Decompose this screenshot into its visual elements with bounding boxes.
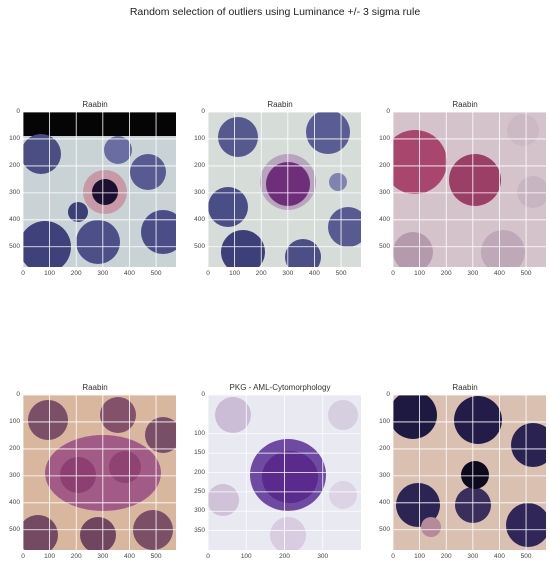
x-tick-label: 200 (279, 553, 290, 560)
y-tick-label: 0 (201, 108, 205, 115)
x-tick-label: 100 (229, 270, 241, 277)
y-tick-label: 100 (379, 417, 390, 425)
x-tick-label: 500 (520, 270, 532, 277)
x-tick-label: 0 (21, 553, 25, 560)
y-tick-label: 300 (379, 471, 390, 479)
x-tick-label: 200 (70, 553, 82, 560)
x-tick-label: 200 (440, 553, 452, 560)
y-tick-label: 200 (194, 468, 205, 476)
x-tick-label: 400 (493, 270, 505, 277)
y-tick-label: 300 (379, 188, 390, 196)
image-panel-4: Raabin 0 100 200 300 400 500 0 100 200 300 400 500 (0, 383, 190, 573)
y-tick-label: 200 (379, 444, 390, 452)
microscopy-image (23, 112, 176, 267)
y-tick-label: 400 (379, 498, 390, 506)
y-tick-label: 400 (379, 215, 390, 223)
y-tick-label: 0 (16, 391, 20, 398)
x-tick-label: 300 (97, 553, 109, 560)
microscopy-image (393, 112, 546, 267)
x-tick-label: 0 (391, 270, 395, 277)
y-tick-label: 100 (379, 134, 390, 142)
y-tick-label: 100 (194, 134, 205, 142)
y-tick-label: 0 (201, 391, 205, 398)
y-tick-label: 0 (386, 391, 390, 398)
x-tick-label: 100 (240, 553, 252, 560)
y-tick-label: 300 (9, 188, 20, 196)
y-tick-label: 400 (9, 498, 20, 506)
x-tick-label: 500 (150, 553, 162, 560)
x-tick-label: 500 (520, 553, 532, 560)
x-tick-label: 400 (493, 553, 505, 560)
y-tick-label: 100 (194, 429, 205, 437)
y-tick-label: 400 (9, 215, 20, 223)
panel-title: Raabin (452, 100, 478, 109)
panel-title: Raabin (82, 383, 108, 392)
x-tick-label: 0 (391, 553, 395, 560)
y-tick-label: 200 (379, 161, 390, 169)
x-tick-label: 100 (44, 553, 56, 560)
y-tick-label: 350 (194, 526, 205, 534)
y-tick-label: 300 (194, 507, 205, 515)
image-panel-6: Raabin 0 100 200 300 400 500 0 100 200 300 400 500 (370, 383, 550, 573)
x-tick-label: 400 (123, 553, 135, 560)
y-tick-label: 300 (9, 471, 20, 479)
y-tick-label: 500 (379, 525, 390, 533)
image-panel-3: Raabin 0 100 200 300 400 500 0 100 200 300 400 500 (370, 100, 550, 290)
x-tick-label: 200 (70, 270, 82, 277)
y-tick-label: 0 (386, 108, 390, 115)
x-tick-label: 500 (335, 270, 347, 277)
y-tick-label: 150 (194, 449, 205, 457)
y-tick-label: 500 (9, 525, 20, 533)
x-tick-label: 0 (206, 553, 210, 560)
x-tick-label: 400 (123, 270, 135, 277)
y-tick-label: 100 (9, 417, 20, 425)
image-panel-2: Raabin 0 100 200 300 400 500 0 100 200 300 400 500 (185, 100, 375, 290)
x-tick-label: 200 (440, 270, 452, 277)
microscopy-image (208, 112, 361, 267)
x-tick-label: 100 (414, 270, 426, 277)
x-tick-label: 0 (206, 270, 210, 277)
x-tick-label: 400 (308, 270, 320, 277)
panel-title: Raabin (452, 383, 478, 392)
x-tick-label: 300 (282, 270, 294, 277)
y-tick-label: 400 (194, 215, 205, 223)
panel-title: PKG - AML-Cytomorphology (229, 383, 331, 392)
microscopy-image (23, 395, 176, 550)
image-panel-5: PKG - AML-Cytomorphology 0 100 200 300 0 100 1… (185, 383, 375, 573)
x-tick-label: 300 (467, 270, 479, 277)
y-tick-label: 0 (16, 108, 20, 115)
y-tick-label: 200 (9, 161, 20, 169)
y-tick-label: 250 (194, 487, 205, 495)
x-tick-label: 100 (414, 553, 426, 560)
microscopy-image (208, 395, 361, 550)
y-tick-label: 500 (9, 242, 20, 250)
microscopy-image (393, 395, 546, 550)
panel-title: Raabin (82, 100, 108, 109)
figure-title: Random selection of outliers using Lumin… (129, 6, 421, 18)
image-panel-1: Raabin 0 100 200 300 400 500 0 100 200 300 400 500 (0, 100, 190, 290)
x-tick-label: 500 (150, 270, 162, 277)
y-tick-label: 300 (194, 188, 205, 196)
x-tick-label: 100 (44, 270, 56, 277)
panel-title: Raabin (267, 100, 293, 109)
x-tick-label: 300 (97, 270, 109, 277)
x-tick-label: 0 (21, 270, 25, 277)
y-tick-label: 200 (9, 444, 20, 452)
x-tick-label: 300 (317, 553, 329, 560)
y-tick-label: 200 (194, 161, 205, 169)
x-tick-label: 300 (467, 553, 479, 560)
y-tick-label: 500 (379, 242, 390, 250)
y-tick-label: 500 (194, 242, 205, 250)
y-tick-label: 100 (9, 134, 20, 142)
x-tick-label: 200 (255, 270, 267, 277)
